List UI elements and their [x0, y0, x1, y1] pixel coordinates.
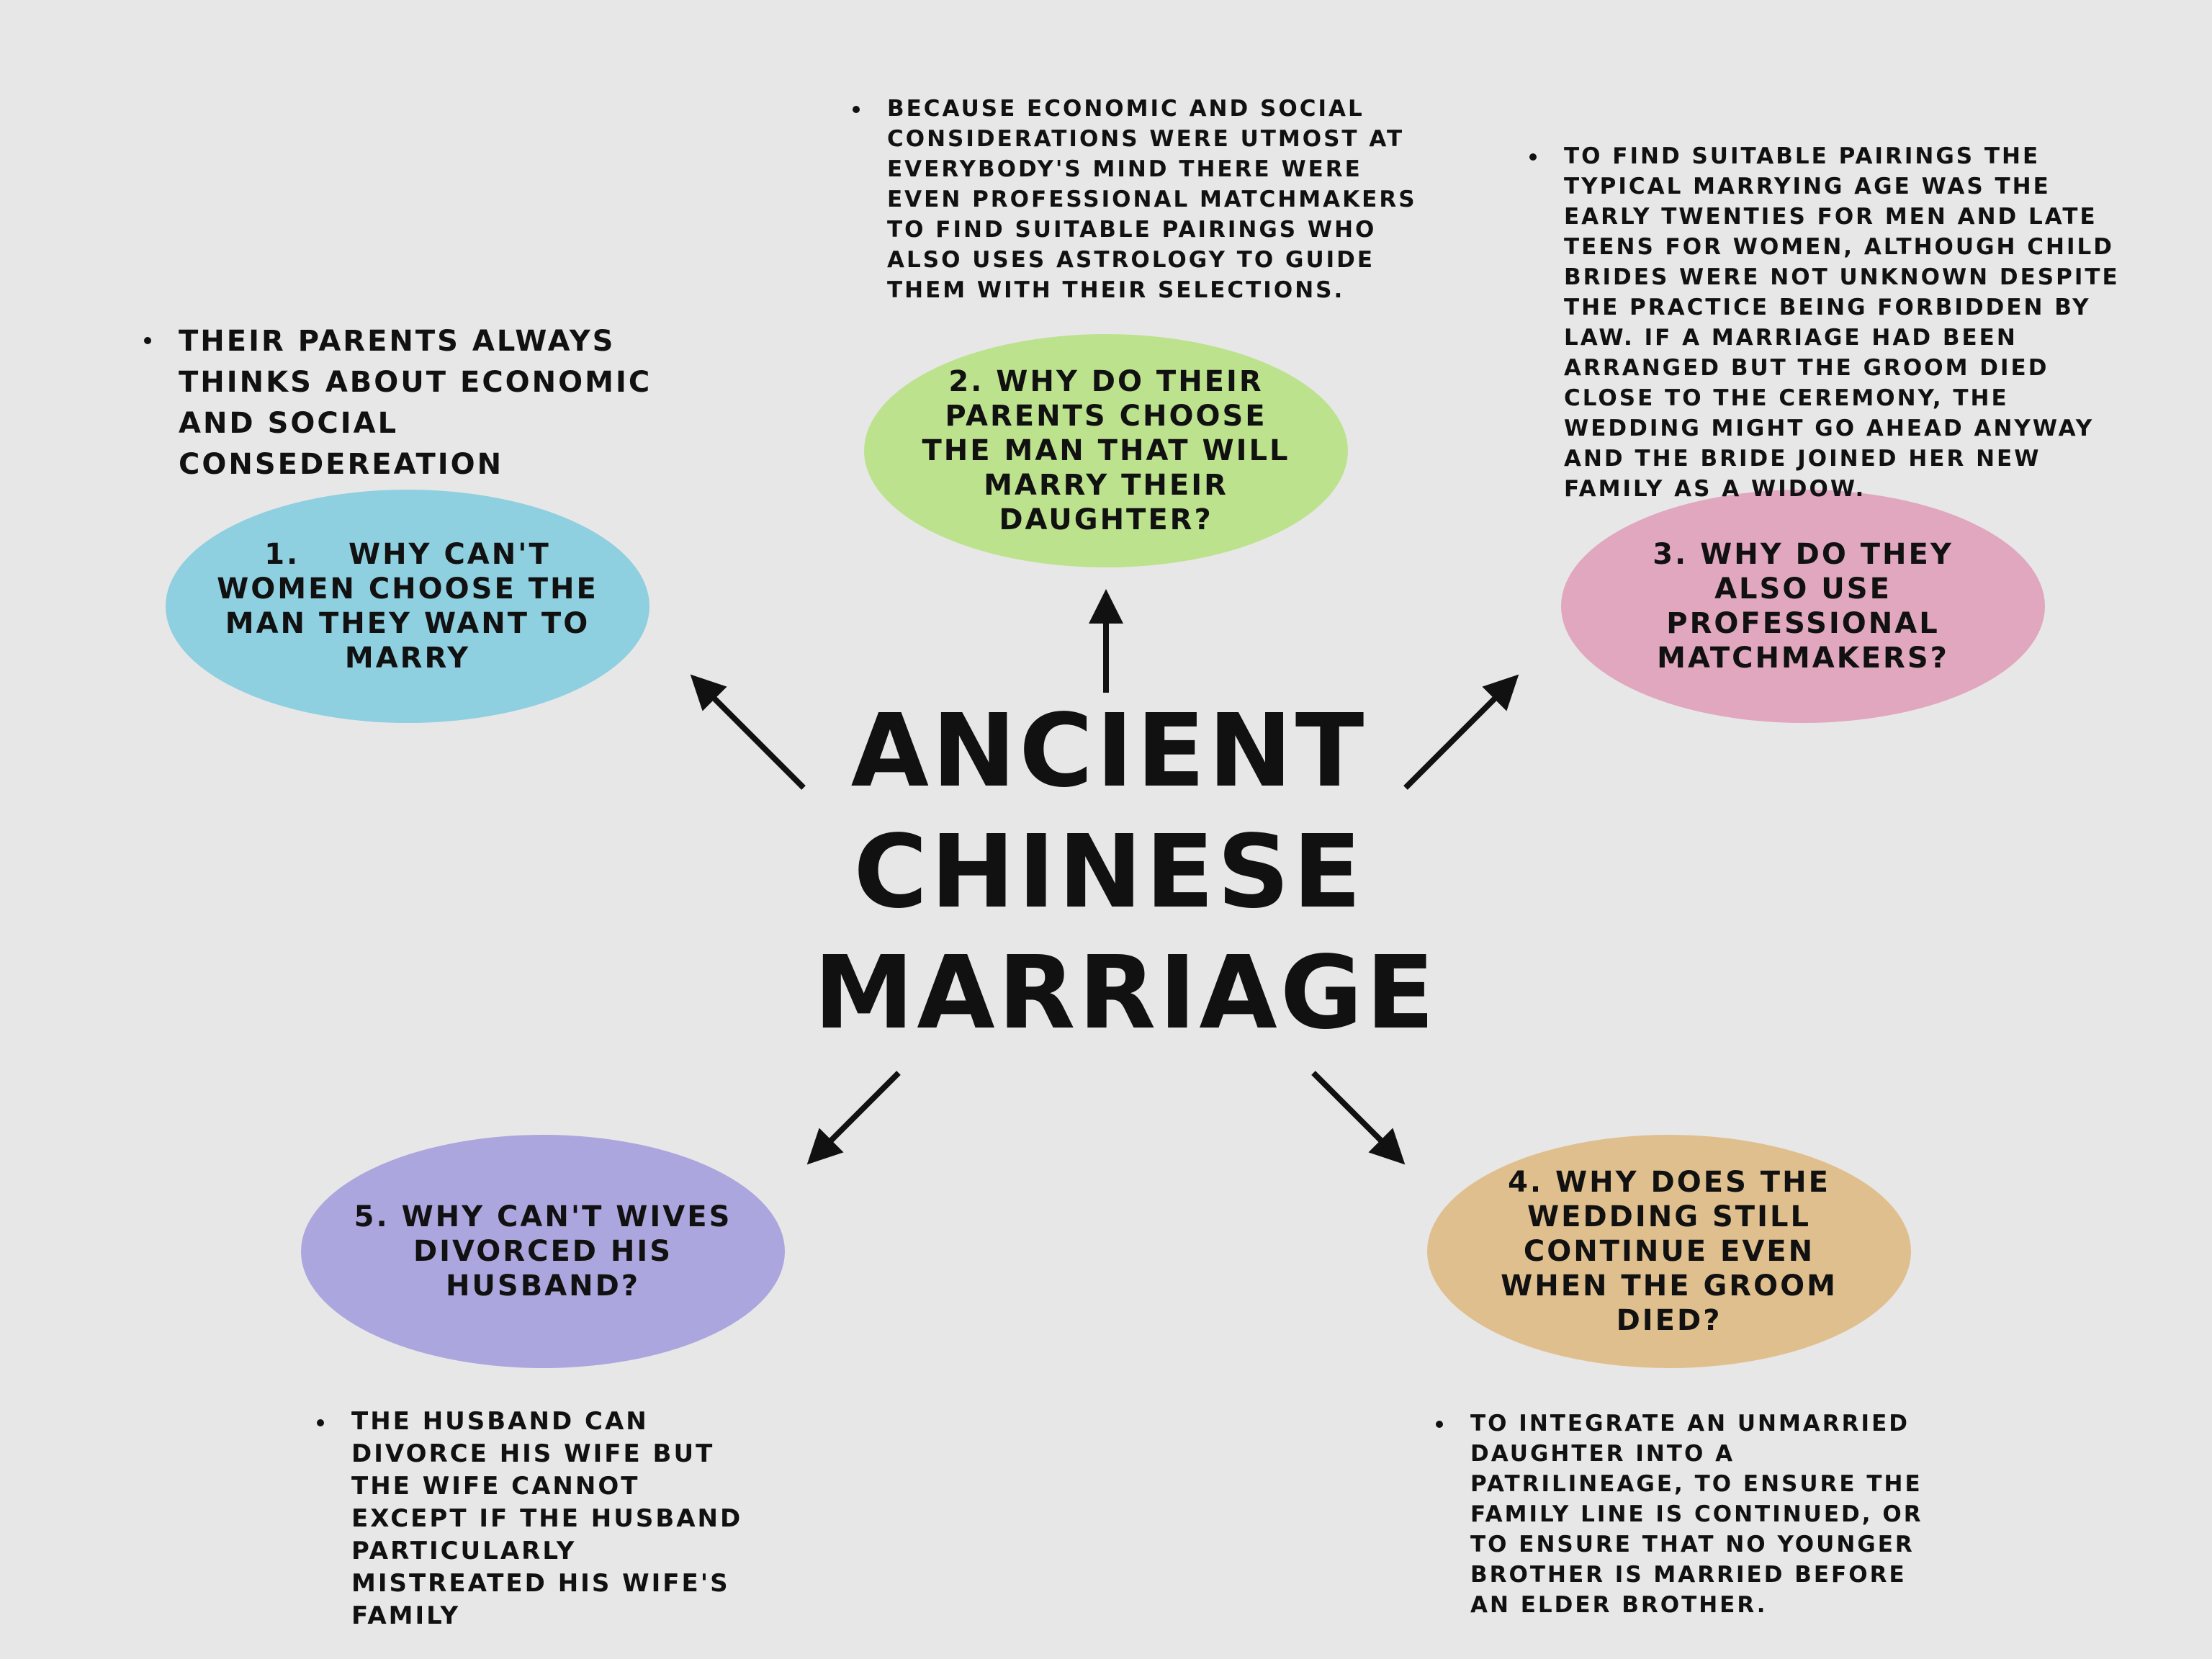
answer-5-list: The husband can divorce his wife but the…: [317, 1406, 763, 1632]
question-4-label: 4. Why does the wedding still continue e…: [1501, 1166, 1838, 1337]
question-5-label: 5. Why can't wives divorced his husband?: [354, 1200, 732, 1303]
question-3-bubble: 3. Why do they also use professional mat…: [1561, 490, 2045, 723]
question-1-label: 1. Why can't women choose the man they w…: [217, 538, 611, 675]
answer-4-list: To integrate an unmarried daughter into …: [1436, 1408, 1940, 1620]
arrow-to-question-1: [690, 674, 806, 790]
answer-1-text: Their parents always thinks about econom…: [144, 321, 720, 485]
answer-3-text: To find suitable pairings the typical ma…: [1529, 141, 2127, 504]
main-title: Ancient Chinese Marriage: [814, 693, 1438, 1052]
answer-5-text: The husband can divorce his wife but the…: [317, 1406, 763, 1632]
arrow-to-question-5: [806, 1071, 901, 1165]
arrow-to-question-3: [1403, 674, 1519, 790]
question-1-bubble: 1. Why can't women choose the man they w…: [166, 490, 649, 723]
arrow-to-question-4: [1311, 1071, 1406, 1165]
answer-2-list: Because economic and social consideratio…: [853, 94, 1429, 305]
question-2-label: 2. Why do their parents choose the man t…: [922, 365, 1290, 536]
question-2-bubble: 2. Why do their parents choose the man t…: [864, 334, 1348, 567]
answer-3-list: To find suitable pairings the typical ma…: [1529, 141, 2127, 504]
answer-4-text: To integrate an unmarried daughter into …: [1436, 1408, 1940, 1620]
answer-1-list: Their parents always thinks about econom…: [144, 321, 720, 485]
question-3-label: 3. Why do they also use professional mat…: [1653, 538, 1954, 675]
question-5-bubble: 5. Why can't wives divorced his husband?: [301, 1135, 785, 1368]
question-4-bubble: 4. Why does the wedding still continue e…: [1427, 1135, 1911, 1368]
answer-2-text: Because economic and social consideratio…: [853, 94, 1429, 305]
